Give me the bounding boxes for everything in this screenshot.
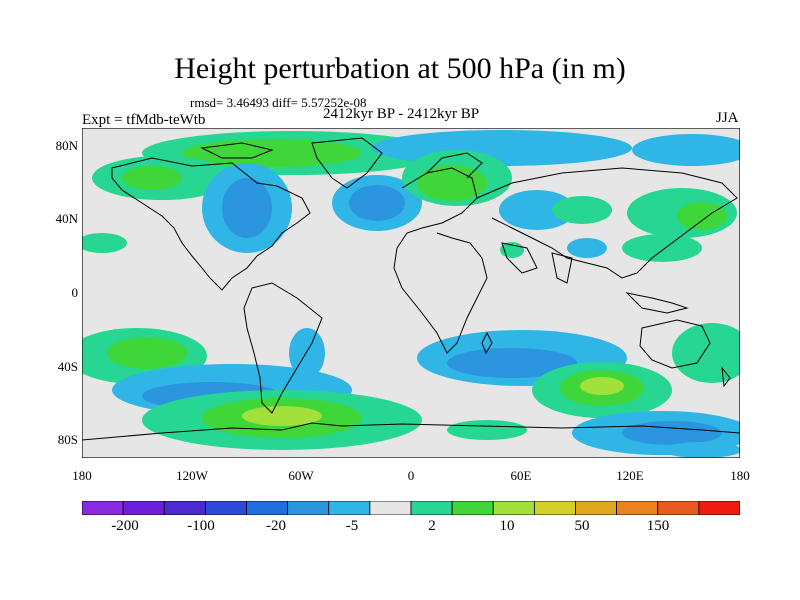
season-label: JJA [716,110,739,126]
stats-text: rmsd= 3.46493 diff= 5.57252e-08 [190,95,367,110]
experiment-label: Expt = tfMdb-teWtb [82,112,206,128]
colorbar-swatch [575,501,618,515]
colorbar-swatch [698,501,740,515]
colorbar-label: -200 [111,518,139,534]
colorbar-label: -5 [345,518,359,534]
colorbar-swatch [122,501,165,515]
contour-fields [82,130,740,458]
map-title: Height perturbation at 500 hPa (in m) [174,52,626,85]
lat-label-40n: 40N [55,211,78,226]
colorbar-swatch [410,501,453,515]
lon-label-180e: 180 [730,468,750,483]
world-map [82,128,740,458]
colorbar-swatch [163,501,206,515]
colorbar-swatch [616,501,659,515]
colorbar-swatch [369,501,412,515]
colorbar-swatch [287,501,330,515]
lon-label-120e: 120E [616,468,644,483]
colorbar-label: 150 [646,518,670,534]
colorbar-swatch [82,501,124,515]
lon-label-60w: 60W [288,468,314,483]
coastlines [82,137,740,441]
colorbar-swatch [533,501,576,515]
lon-label-0: 0 [407,468,415,483]
colorbar-label: 2 [428,518,436,534]
colorbar-label: -20 [266,518,286,534]
lon-label-180w: 180 [72,468,92,483]
colorbar-swatch [328,501,371,515]
lon-label-120w: 120W [176,468,208,483]
lat-label-0: 0 [71,285,79,300]
colorbar [82,501,740,515]
colorbar-swatch [451,501,494,515]
colorbar-swatch [492,501,535,515]
lon-label-60e: 60E [510,468,532,483]
colorbar-swatch [246,501,289,515]
period-text: 2412kyr BP - 2412kyr BP [323,106,480,122]
colorbar-swatch [657,501,700,515]
colorbar-label: 50 [574,518,590,534]
colorbar-swatch [204,501,247,515]
colorbar-label: 10 [499,518,515,534]
lat-label-80s: 80S [57,432,78,447]
lat-label-80n: 80N [55,138,78,153]
colorbar-label: -100 [187,518,215,534]
lat-label-40s: 40S [57,359,78,374]
